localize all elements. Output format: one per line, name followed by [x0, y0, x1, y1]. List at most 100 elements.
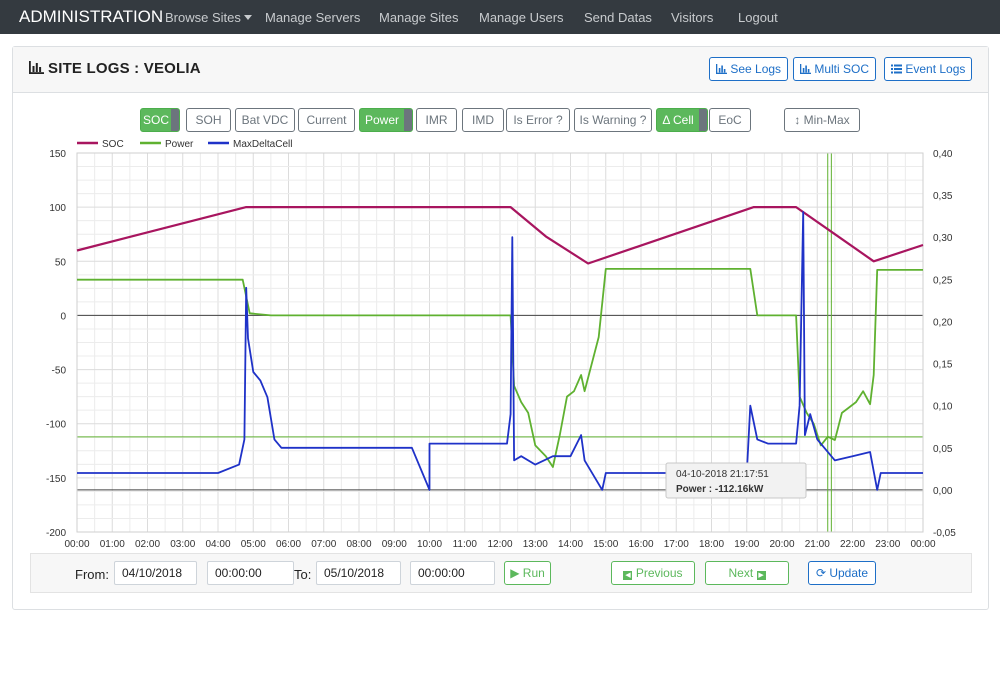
nav-send-datas[interactable]: Send Datas	[584, 10, 652, 25]
caret-left-icon: ◀	[623, 571, 633, 580]
x-tick-label: 01:00	[100, 539, 125, 550]
y-right-tick-label: -0,05	[933, 528, 956, 539]
plot-area	[76, 152, 924, 533]
y-left-tick-label: -50	[52, 366, 67, 377]
nav-manage-servers[interactable]: Manage Servers	[265, 10, 361, 25]
site-log-chart: 150 100 50 0 -50 -100 -150 -200 0,40 0,35 0,30 0,25…	[46, 139, 956, 550]
previous-label: Previous	[635, 566, 683, 580]
toggle-imr[interactable]: IMR	[416, 108, 457, 132]
toggle-label: Bat VDC	[241, 113, 289, 127]
toggle-imd[interactable]: IMD	[462, 108, 504, 132]
update-button[interactable]: ⟳ Update	[808, 561, 876, 585]
legend-label: Power	[165, 139, 194, 150]
see-logs-button[interactable]: See Logs	[709, 57, 789, 81]
to-time-input[interactable]: 00:00:00	[410, 561, 495, 585]
toggle-is-error[interactable]: Is Error ?	[506, 108, 570, 132]
site-logs-card: SITE LOGS : VEOLIA See Logs Multi SOC Ev…	[12, 46, 989, 610]
toggle-label: IMR	[425, 113, 448, 127]
y-right-tick-label: 0,30	[933, 233, 953, 244]
y-left-tick-label: 50	[55, 257, 67, 268]
y-right-tick-label: 0,40	[933, 149, 953, 160]
to-label: To:	[294, 567, 312, 582]
x-tick-label: 07:00	[311, 539, 336, 550]
min-max-label: Min-Max	[803, 113, 850, 127]
toggle-soc[interactable]: SOC	[140, 108, 180, 132]
brand[interactable]: ADMINISTRATION	[19, 7, 164, 26]
toggle-is-warning[interactable]: Is Warning ?	[574, 108, 652, 132]
page-title: SITE LOGS : VEOLIA	[29, 60, 201, 77]
min-max-button[interactable]: ↕ Min-Max	[784, 108, 860, 132]
page-title-text: SITE LOGS : VEOLIA	[48, 60, 201, 77]
play-icon: ▶	[510, 566, 520, 580]
bar-chart-icon	[29, 61, 44, 74]
x-tick-label: 14:00	[558, 539, 583, 550]
to-date-input[interactable]: 05/10/2018	[316, 561, 401, 585]
toggle-power[interactable]: Power	[359, 108, 413, 132]
y-right-tick-label: 0,20	[933, 317, 953, 328]
from-date-input[interactable]: 04/10/2018	[114, 561, 197, 585]
toggle-current[interactable]: Current	[298, 108, 355, 132]
x-tick-label: 00:00	[910, 539, 935, 550]
x-tick-label: 08:00	[346, 539, 371, 550]
legend-label: MaxDeltaCell	[233, 139, 292, 150]
toggle-handle	[171, 109, 179, 131]
x-tick-label: 06:00	[276, 539, 301, 550]
y-left-tick-label: 150	[49, 149, 66, 160]
nav-manage-sites[interactable]: Manage Sites	[379, 10, 459, 25]
caret-down-icon	[243, 15, 252, 20]
multi-soc-label: Multi SOC	[814, 62, 870, 76]
next-label: Next	[728, 566, 754, 580]
x-tick-label: 00:00	[64, 539, 89, 550]
toggle-label: Is Error ?	[513, 113, 563, 127]
nav-manage-users[interactable]: Manage Users	[479, 10, 564, 25]
x-tick-label: 20:00	[769, 539, 794, 550]
x-tick-label: 02:00	[135, 539, 160, 550]
previous-button[interactable]: ◀ Previous	[611, 561, 695, 585]
run-label: Run	[522, 566, 545, 580]
toggle-handle	[404, 109, 412, 131]
y-left-tick-label: 100	[49, 203, 66, 214]
toggle-cell[interactable]: Δ Cell	[656, 108, 708, 132]
x-tick-label: 03:00	[170, 539, 195, 550]
y-right-tick-label: 0,15	[933, 360, 953, 371]
update-label: Update	[829, 566, 869, 580]
y-left-tick-label: 0	[60, 311, 66, 322]
event-logs-button[interactable]: Event Logs	[884, 57, 973, 81]
card-header: SITE LOGS : VEOLIA See Logs Multi SOC Ev…	[13, 47, 988, 93]
nav-visitors[interactable]: Visitors	[671, 10, 714, 25]
next-button[interactable]: Next ▶	[705, 561, 789, 585]
y-right-tick-label: 0,35	[933, 191, 953, 202]
bar-chart-icon	[800, 64, 811, 74]
toggle-label: Δ Cell	[662, 113, 694, 127]
toggle-soh[interactable]: SOH	[186, 108, 231, 132]
x-tick-label: 15:00	[593, 539, 618, 550]
toggle-label: Power	[364, 113, 399, 127]
x-tick-label: 21:00	[805, 539, 830, 550]
x-tick-label: 22:00	[840, 539, 865, 550]
toggle-label: EoC	[718, 113, 742, 127]
nav-logout[interactable]: Logout	[738, 10, 778, 25]
x-tick-label: 23:00	[875, 539, 900, 550]
toggle-eoc[interactable]: EoC	[709, 108, 751, 132]
x-tick-label: 04:00	[205, 539, 230, 550]
x-tick-label: 17:00	[664, 539, 689, 550]
x-tick-label: 19:00	[734, 539, 759, 550]
navbar: ADMINISTRATION Browse Sites Manage Serve…	[0, 0, 1000, 34]
chart-tooltip	[665, 462, 807, 499]
nav-browse-sites[interactable]: Browse Sites	[165, 10, 252, 25]
series-line-soc	[76, 206, 924, 265]
y-right-tick-label: 0,05	[933, 444, 953, 455]
x-tick-label: 11:00	[453, 539, 478, 550]
y-right-tick-label: 0,00	[933, 486, 953, 497]
nav-browse-sites-label: Browse Sites	[165, 10, 241, 25]
from-time-input[interactable]: 00:00:00	[207, 561, 294, 585]
multi-soc-button[interactable]: Multi SOC	[793, 57, 877, 81]
y-left-tick-label: -100	[46, 420, 66, 431]
y-left-tick-label: -200	[46, 528, 66, 539]
run-button[interactable]: ▶ Run	[504, 561, 551, 585]
caret-right-icon: ▶	[756, 571, 766, 580]
toggle-label: SOC	[142, 113, 169, 127]
toggle-bat-vdc[interactable]: Bat VDC	[235, 108, 295, 132]
y-right-tick-label: 0,10	[933, 402, 953, 413]
series-line-power	[77, 267, 923, 468]
